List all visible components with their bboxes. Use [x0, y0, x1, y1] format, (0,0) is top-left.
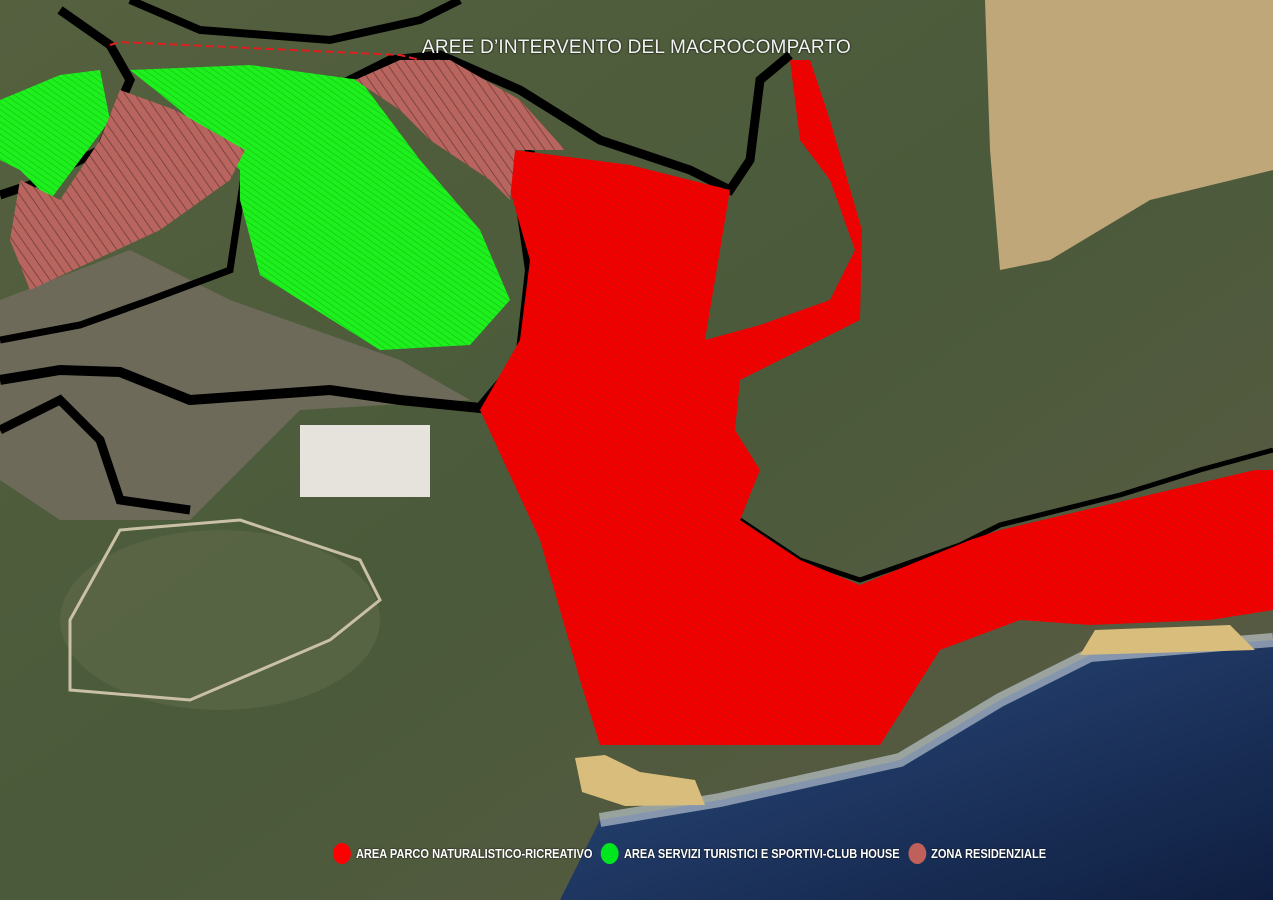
zone-servizi-turistici[interactable]: [0, 70, 110, 200]
legend-item-parco: AREA PARCO NATURALISTICO-RICREATIVO: [333, 843, 593, 864]
road: [738, 447, 1273, 583]
road: [128, 0, 462, 45]
sea: [560, 640, 1273, 900]
legend-item-servizi: AREA SERVIZI TURISTICI E SPORTIVI-CLUB H…: [601, 843, 900, 864]
road: [0, 169, 249, 344]
map-title: AREE D’INTERVENTO DEL MACROCOMPARTO: [422, 37, 851, 58]
road: [0, 394, 191, 515]
road: [0, 149, 536, 414]
zone-residenziale[interactable]: [355, 60, 565, 200]
track: [68, 518, 382, 702]
dry-field: [985, 0, 1273, 270]
village: [0, 250, 470, 520]
legend-swatch-green: [601, 843, 619, 864]
legend-label: ZONA RESIDENZIALE: [931, 846, 1047, 861]
beach: [1080, 625, 1255, 655]
beach: [575, 755, 705, 806]
legend-label: AREA PARCO NATURALISTICO-RICREATIVO: [355, 846, 593, 861]
legend-swatch-brown: [908, 843, 926, 864]
zone-parco-naturalistico[interactable]: [480, 60, 1273, 745]
zone-servizi-turistici[interactable]: [130, 65, 510, 350]
legend: AREA PARCO NATURALISTICO-RICREATIVO AREA…: [333, 843, 1046, 864]
boundary-line: [109, 40, 421, 61]
legend-label: AREA SERVIZI TURISTICI E SPORTIVI-CLUB H…: [623, 846, 900, 861]
legend-item-residenziale: ZONA RESIDENZIALE: [908, 843, 1046, 864]
sports-field: [300, 425, 430, 497]
coastal-plain: [60, 530, 380, 710]
road: [337, 50, 793, 196]
zone-residenziale[interactable]: [10, 90, 245, 290]
legend-swatch-red: [333, 843, 351, 864]
